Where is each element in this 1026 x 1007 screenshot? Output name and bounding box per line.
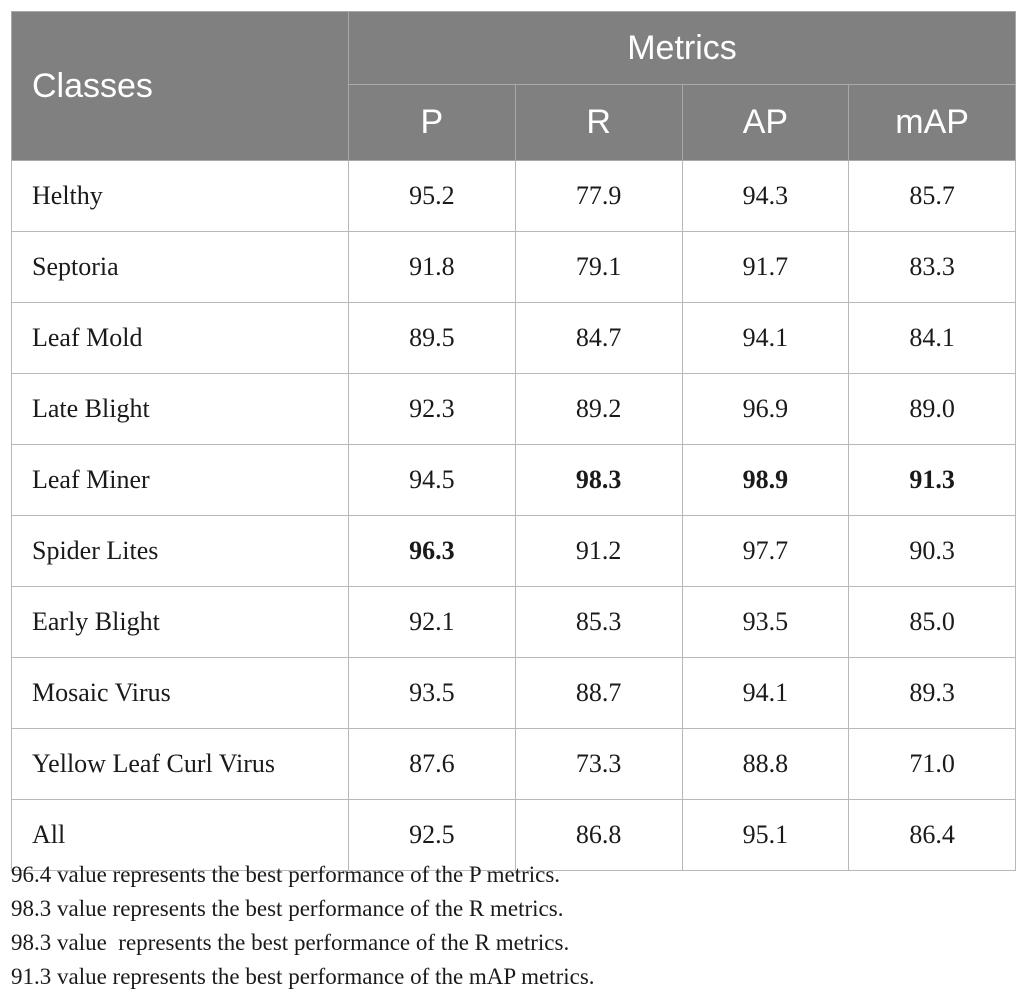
class-cell: Yellow Leaf Curl Virus: [11, 728, 349, 800]
p-cell: 89.5: [348, 302, 516, 374]
r-cell: 77.9: [514, 160, 683, 232]
class-cell: Septoria: [11, 231, 349, 303]
p-cell: 87.6: [348, 728, 516, 800]
r-cell: 88.7: [514, 657, 683, 729]
ap-cell: 94.3: [681, 160, 850, 232]
column-header-r: R: [514, 84, 683, 161]
map-cell: 86.4: [848, 799, 1016, 871]
p-cell: 92.1: [348, 586, 516, 658]
table-row: Spider Lites 96.3 91.2 97.7 90.3: [11, 515, 1016, 587]
map-cell: 84.1: [848, 302, 1016, 374]
map-cell: 83.3: [848, 231, 1016, 303]
table-row: Leaf Mold 89.5 84.7 94.1 84.1: [11, 302, 1016, 374]
column-header-map: mAP: [848, 84, 1016, 161]
p-cell: 94.5: [348, 444, 516, 516]
header-row-columns: P R AP mAP: [12, 84, 1016, 161]
ap-cell: 88.8: [681, 728, 850, 800]
map-cell: 91.3: [848, 444, 1016, 516]
p-cell: 92.3: [348, 373, 516, 445]
r-cell: 89.2: [514, 373, 683, 445]
classes-column-header: Classes: [11, 11, 349, 161]
map-cell: 85.7: [848, 160, 1016, 232]
r-cell: 79.1: [514, 231, 683, 303]
footnote: 98.3 value represents the best performan…: [11, 896, 564, 921]
r-cell: 85.3: [514, 586, 683, 658]
class-cell: Leaf Miner: [11, 444, 349, 516]
footnote: 91.3 value represents the best performan…: [11, 964, 595, 989]
p-cell: 92.5: [348, 799, 516, 871]
p-cell: 93.5: [348, 657, 516, 729]
ap-cell: 93.5: [681, 586, 850, 658]
map-cell: 89.3: [848, 657, 1016, 729]
map-cell: 89.0: [848, 373, 1016, 445]
class-cell: All: [11, 799, 349, 871]
r-cell: 84.7: [514, 302, 683, 374]
ap-cell: 98.9: [681, 444, 850, 516]
footnote: 96.4 value represents the best performan…: [11, 862, 561, 887]
table-row: Early Blight 92.1 85.3 93.5 85.0: [11, 586, 1016, 658]
table-row: Helthy 95.2 77.9 94.3 85.7: [11, 160, 1016, 232]
class-cell: Late Blight: [11, 373, 349, 445]
ap-cell: 96.9: [681, 373, 850, 445]
table-row: Yellow Leaf Curl Virus 87.6 73.3 88.8 71…: [11, 728, 1016, 800]
p-cell: 95.2: [348, 160, 516, 232]
table-body: Helthy 95.2 77.9 94.3 85.7 Septoria 91.8…: [11, 160, 1016, 871]
r-cell: 86.8: [514, 799, 683, 871]
r-cell: 91.2: [514, 515, 683, 587]
p-cell: 91.8: [348, 231, 516, 303]
map-cell: 90.3: [848, 515, 1016, 587]
map-cell: 71.0: [848, 728, 1016, 800]
class-cell: Early Blight: [11, 586, 349, 658]
footnote: 98.3 value represents the best performan…: [11, 930, 570, 955]
r-cell: 73.3: [514, 728, 683, 800]
header-row-group: Classes Metrics: [11, 11, 1016, 161]
table-row: Mosaic Virus 93.5 88.7 94.1 89.3: [11, 657, 1016, 729]
table-row-total: All 92.5 86.8 95.1 86.4: [11, 799, 1016, 871]
ap-cell: 94.1: [681, 657, 850, 729]
p-cell: 96.3: [348, 515, 516, 587]
class-cell: Spider Lites: [11, 515, 349, 587]
class-cell: Helthy: [11, 160, 349, 232]
metrics-table: Classes Metrics P R AP mAP Helthy 95.2 7…: [11, 11, 1016, 871]
ap-cell: 97.7: [681, 515, 850, 587]
table-row: Leaf Miner 94.5 98.3 98.9 91.3: [11, 444, 1016, 516]
table-footnotes: 96.4 value represents the best performan…: [11, 858, 1015, 994]
class-cell: Mosaic Virus: [11, 657, 349, 729]
column-header-ap: AP: [681, 84, 850, 161]
column-header-p: P: [348, 84, 516, 161]
table-row: Septoria 91.8 79.1 91.7 83.3: [11, 231, 1016, 303]
r-cell: 98.3: [514, 444, 683, 516]
metrics-group-header: Metrics: [348, 11, 1016, 85]
ap-cell: 91.7: [681, 231, 850, 303]
class-cell: Leaf Mold: [11, 302, 349, 374]
table-row: Late Blight 92.3 89.2 96.9 89.0: [11, 373, 1016, 445]
ap-cell: 95.1: [681, 799, 850, 871]
map-cell: 85.0: [848, 586, 1016, 658]
ap-cell: 94.1: [681, 302, 850, 374]
